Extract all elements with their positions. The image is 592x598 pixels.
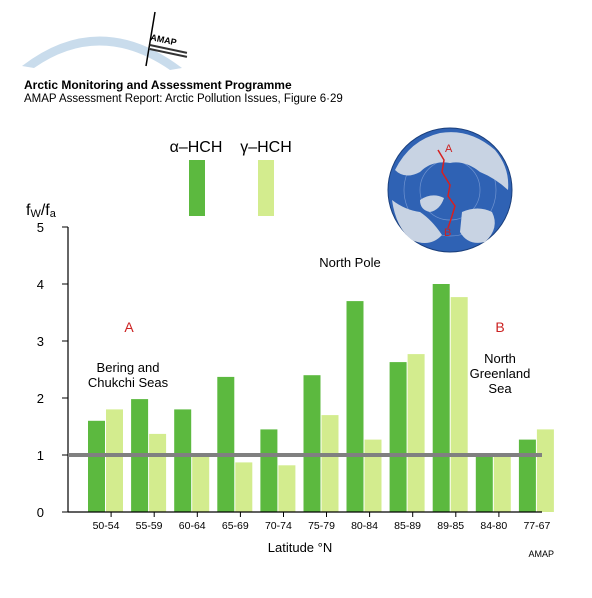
- bar-alpha-hch: [260, 429, 278, 512]
- map-label-b: B: [444, 227, 451, 239]
- y-tick-label: 2: [37, 391, 44, 406]
- bar-alpha-hch: [217, 376, 235, 512]
- y-tick-label: 5: [37, 220, 44, 235]
- cruise-track: [437, 149, 456, 229]
- landmass-greenland: [460, 208, 495, 243]
- organization-name: Arctic Monitoring and Assessment Program…: [24, 78, 292, 92]
- bar-gamma-hch: [450, 297, 468, 512]
- landmass-eurasia: [395, 132, 509, 190]
- amap-logo: AMAP: [22, 11, 188, 70]
- x-tick-label: 85-89: [394, 520, 421, 532]
- figure-caption: AMAP Assessment Report: Arctic Pollution…: [24, 93, 343, 105]
- bar-gamma-hch: [235, 462, 253, 512]
- logo-slash: [145, 11, 156, 67]
- annotation-bering-line1: Bering and: [97, 360, 160, 375]
- logo-tagline: [149, 44, 188, 54]
- bar-alpha-hch: [346, 301, 364, 512]
- legend-swatch-alpha: [189, 160, 205, 216]
- map-inset: A B: [387, 127, 513, 253]
- annotation-bering-line2: Chukchi Seas: [88, 375, 169, 390]
- legend-label-alpha: α–HCH: [170, 139, 223, 156]
- y-tick-label: 1: [37, 448, 44, 463]
- bar-alpha-hch: [303, 375, 321, 512]
- x-tick-label: 77-67: [523, 520, 550, 532]
- y-tick-label: 4: [37, 277, 44, 292]
- y-tick-label: 0: [37, 505, 44, 520]
- legend-label-gamma: γ–HCH: [240, 139, 292, 156]
- annotation-greenland-line1: North: [484, 351, 516, 366]
- plot-area: 50-54 55-59 60-64 65-69 70-74 75-79 80-84 85-89…: [37, 220, 554, 532]
- x-tick-label: 65-69: [222, 520, 249, 532]
- credit-label: AMAP: [528, 549, 554, 559]
- x-tick-label: 70-74: [265, 520, 292, 532]
- bar-gamma-hch: [278, 465, 296, 512]
- bar-gamma-hch: [106, 409, 123, 512]
- bar-alpha-hch: [432, 284, 450, 512]
- landmass-america: [392, 200, 442, 244]
- bar-alpha-hch: [88, 420, 105, 512]
- x-tick-label: 75-79: [308, 520, 335, 532]
- x-axis-label: Latitude °N: [268, 540, 332, 555]
- y-axis-label: fW/fa: [26, 202, 57, 220]
- legend-swatch-gamma: [258, 160, 274, 216]
- landmass-canada: [420, 195, 444, 212]
- x-tick-label: 50-54: [93, 520, 120, 532]
- y-tick-label: 3: [37, 334, 44, 349]
- annotation-greenland-line2: Greenland: [470, 366, 531, 381]
- annotation-point-a: A: [124, 319, 134, 335]
- bar-gamma-hch: [364, 439, 382, 512]
- legend: α–HCH γ–HCH: [170, 139, 292, 216]
- bar-gamma-hch: [407, 354, 425, 512]
- annotation-point-b: B: [495, 319, 504, 335]
- bar-alpha-hch: [518, 439, 536, 512]
- bar-alpha-hch: [174, 409, 192, 512]
- bar-gamma-hch: [321, 415, 339, 512]
- x-tick-label: 80-84: [351, 520, 378, 532]
- bar-gamma-hch: [149, 433, 167, 512]
- bar-gamma-hch: [192, 456, 210, 512]
- bar-gamma-hch: [536, 429, 554, 512]
- x-tick-label: 55-59: [136, 520, 163, 532]
- bar-alpha-hch: [389, 362, 407, 512]
- annotation-north-pole: North Pole: [319, 255, 380, 270]
- annotation-greenland-line3: Sea: [488, 381, 512, 396]
- logo-tagline: [149, 48, 188, 58]
- x-tick-label: 89-85: [437, 520, 464, 532]
- x-tick-label: 84-80: [480, 520, 507, 532]
- annotations: A B Bering and Chukchi Seas North Pole N…: [88, 255, 530, 396]
- logo-arc: [22, 36, 182, 70]
- bar-gamma-hch: [493, 456, 511, 512]
- map-label-a: A: [445, 143, 453, 155]
- x-tick-label: 60-64: [179, 520, 206, 532]
- bar-alpha-hch: [475, 455, 493, 512]
